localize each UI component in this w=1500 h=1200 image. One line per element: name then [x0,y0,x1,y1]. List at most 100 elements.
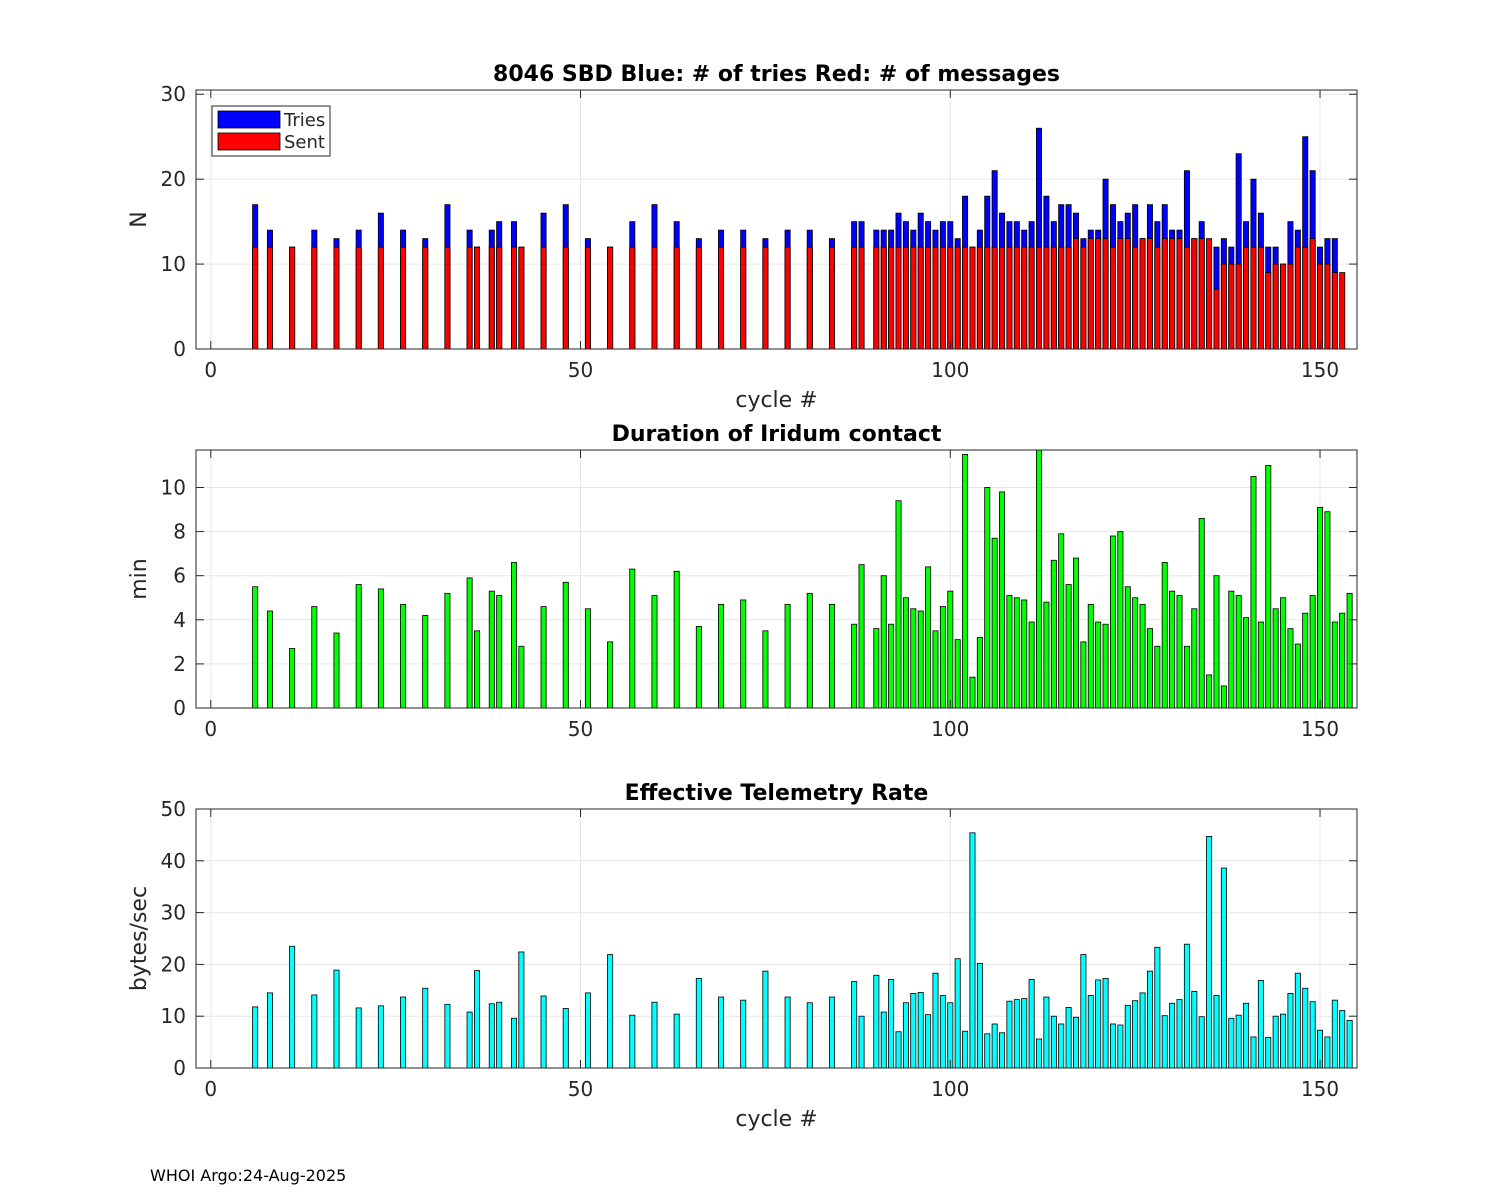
bar-sent [466,246,473,350]
x-tick-label: 100 [931,717,969,741]
bar [1095,979,1102,1069]
bar [1146,970,1153,1069]
bar-sent [1161,238,1168,350]
bar-sent [1065,246,1072,350]
bar [1124,586,1131,709]
bar [873,974,880,1069]
y-tick-label: 20 [161,952,186,976]
x-tick-label: 50 [568,358,593,382]
bar [377,588,384,709]
bar [925,1014,932,1069]
bar [1183,943,1190,1069]
bar-sent [910,246,917,350]
bar-sent [673,246,680,350]
bar [355,1007,362,1069]
bar [540,606,547,709]
bar [1036,1038,1043,1069]
bar [1228,1017,1235,1069]
bar-sent [925,246,932,350]
bar [784,603,791,709]
bar [1169,1002,1176,1069]
bar [1043,601,1050,709]
bar [740,999,747,1069]
legend-swatch-tries [217,110,281,129]
bar [1036,449,1043,709]
bar [1280,1013,1287,1069]
bar [1309,1001,1316,1069]
bar [1294,643,1301,709]
bar [718,996,725,1069]
bar [474,630,480,709]
bar [1198,517,1205,709]
bar [925,566,932,709]
bar [873,628,880,709]
bar [540,995,547,1069]
bar [1317,506,1324,709]
bar [1302,612,1309,709]
bar [488,590,495,709]
bar-sent [1117,238,1124,350]
bar-sent [1139,238,1146,350]
bar [1161,1015,1168,1069]
bar [1272,1015,1279,1069]
bar-sent [740,246,747,350]
bar [510,1017,517,1069]
bar-sent [991,246,998,350]
bar [902,1002,909,1069]
bar [1058,1023,1065,1069]
bar [962,454,969,709]
bar-sent [1191,238,1198,350]
y-axis-label: min [127,558,152,600]
bar-sent [1317,263,1324,350]
bar [851,981,858,1069]
bar-sent [1265,272,1272,350]
bar-sent [962,246,969,350]
chart-title: Effective Telemetry Rate [625,781,929,806]
bar [1146,628,1153,709]
bar-sent [902,246,909,350]
bar [377,1005,384,1069]
bar-sent [932,246,939,350]
bar-sent [1109,246,1116,350]
bar-sent [1028,246,1035,350]
bar [984,1033,991,1069]
bar [784,996,791,1069]
bar-sent [1280,263,1287,350]
bar [1154,946,1161,1069]
bar-sent [1228,263,1235,350]
bar [518,645,525,709]
bar [496,1001,503,1069]
bar-sent [1294,246,1301,350]
bar [962,1030,969,1069]
bar [1050,1015,1057,1069]
bar [1132,597,1139,709]
y-tick-label: 2 [173,652,186,676]
bar-sent [1331,272,1338,350]
bar-sent [1339,272,1346,350]
chart-panel-2: 0 50 100 150 0 2 4 6 8 10 Duration of Iridum conta… [127,422,1358,741]
bar [1109,535,1116,709]
bar-sent [1176,238,1183,350]
bar [858,564,865,709]
bar-sent [518,246,525,350]
bar-sent [311,246,318,350]
bar [1250,476,1257,709]
bar [252,586,259,709]
bar [939,995,946,1069]
axes-frame [195,89,1358,350]
bar [917,610,924,709]
bar [651,1001,658,1069]
bar [740,599,747,709]
bar-sent [1235,263,1242,350]
bar [1043,996,1050,1069]
bar [1213,575,1220,709]
bar-sent [422,246,429,350]
bar [1339,612,1346,709]
bar [1272,608,1279,709]
bar [999,491,1006,709]
y-tick-label: 4 [173,608,186,632]
y-tick-label: 10 [161,252,186,276]
bar-sent [1324,263,1331,350]
y-axis-label: bytes/sec [127,886,152,991]
bar-sent [1006,246,1013,350]
